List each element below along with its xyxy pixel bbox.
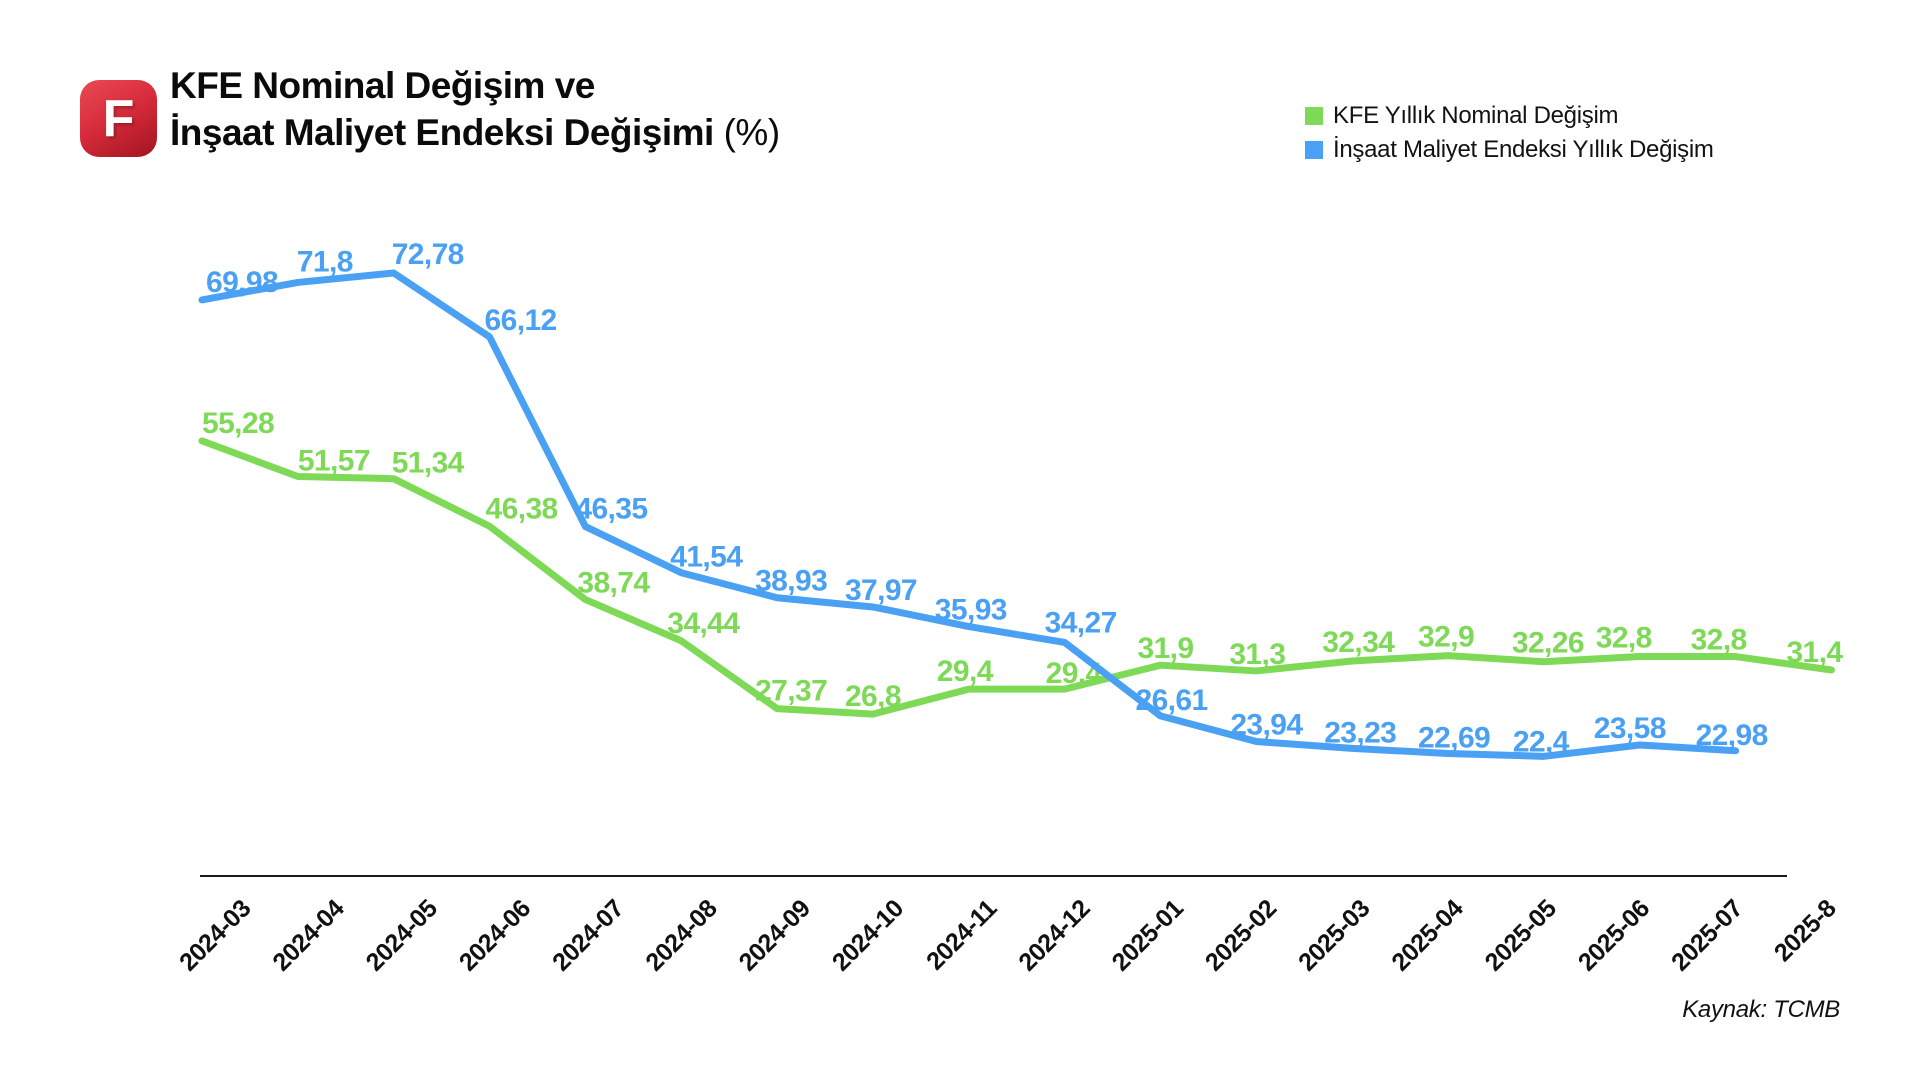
x-tick-label: 2024-05 bbox=[361, 894, 444, 977]
chart-title-unit: (%) bbox=[723, 112, 781, 153]
value-label: 32,8 bbox=[1596, 622, 1652, 655]
value-label: 55,28 bbox=[202, 407, 274, 440]
x-tick-label: 2025-03 bbox=[1293, 894, 1375, 976]
x-tick-label: 2025-05 bbox=[1480, 894, 1563, 977]
value-label: 71,8 bbox=[297, 245, 353, 278]
x-tick-label: 2025-8 bbox=[1769, 894, 1842, 967]
value-label: 37,97 bbox=[845, 574, 917, 607]
value-label: 31,4 bbox=[1786, 636, 1843, 669]
legend-label-kfe: KFE Yıllık Nominal Değişim bbox=[1333, 102, 1619, 129]
x-tick-label: 2024-03 bbox=[174, 894, 256, 976]
brand-logo-letter: F bbox=[102, 89, 135, 148]
x-tick-label: 2025-01 bbox=[1107, 894, 1190, 977]
x-tick-label: 2025-02 bbox=[1200, 894, 1282, 976]
x-tick-label: 2024-07 bbox=[547, 894, 629, 976]
value-label: 32,9 bbox=[1418, 621, 1474, 654]
value-label: 46,38 bbox=[486, 492, 558, 525]
value-label: 72,78 bbox=[392, 238, 464, 271]
legend-label-imke: İnşaat Maliyet Endeksi Yıllık Değişim bbox=[1333, 136, 1714, 163]
value-label: 22,69 bbox=[1418, 722, 1490, 755]
value-label: 51,57 bbox=[298, 444, 370, 477]
x-tick-label: 2024-09 bbox=[734, 894, 816, 976]
x-tick-label: 2024-08 bbox=[640, 894, 723, 977]
legend: KFE Yıllık Nominal Değişim İnşaat Maliye… bbox=[1305, 99, 1714, 167]
legend-item-kfe: KFE Yıllık Nominal Değişim bbox=[1305, 99, 1714, 133]
value-label: 69,98 bbox=[206, 266, 278, 299]
x-tick-label: 2024-12 bbox=[1013, 894, 1095, 976]
legend-swatch-blue bbox=[1305, 141, 1323, 159]
value-label: 38,93 bbox=[755, 565, 827, 598]
value-label: 23,94 bbox=[1230, 709, 1303, 742]
legend-swatch-green bbox=[1305, 107, 1323, 125]
imke-series-line bbox=[198, 269, 1740, 760]
value-label: 34,27 bbox=[1045, 606, 1117, 639]
brand-logo: F bbox=[80, 80, 157, 157]
value-label: 22,4 bbox=[1513, 725, 1570, 758]
value-label: 34,44 bbox=[667, 607, 740, 640]
value-label: 32,8 bbox=[1691, 624, 1747, 657]
value-label: 23,23 bbox=[1324, 716, 1396, 749]
value-label: 22,98 bbox=[1696, 719, 1768, 752]
value-label: 32,26 bbox=[1512, 627, 1584, 660]
x-tick-label: 2024-11 bbox=[921, 894, 1003, 976]
value-label: 32,34 bbox=[1322, 626, 1395, 659]
kfe-series-line bbox=[198, 437, 1835, 718]
value-label: 27,37 bbox=[755, 675, 827, 708]
value-label: 66,12 bbox=[485, 304, 557, 337]
x-tick-label: 2024-04 bbox=[267, 894, 350, 977]
x-tick-label: 2025-07 bbox=[1666, 894, 1748, 976]
x-tick-label: 2025-04 bbox=[1386, 894, 1469, 977]
x-tick-label: 2025-06 bbox=[1573, 894, 1655, 976]
chart-title-line1: KFE Nominal Değişim ve bbox=[170, 65, 595, 106]
legend-item-imke: İnşaat Maliyet Endeksi Yıllık Değişim bbox=[1305, 133, 1714, 167]
x-tick-label: 2024-10 bbox=[827, 894, 909, 976]
chart-title: KFE Nominal Değişim ve İnşaat Maliyet En… bbox=[170, 62, 780, 156]
chart-title-line2: İnşaat Maliyet Endeksi Değişimi bbox=[170, 112, 714, 153]
value-label: 23,58 bbox=[1594, 712, 1666, 745]
value-label: 41,54 bbox=[670, 541, 743, 574]
x-tick-label: 2024-06 bbox=[454, 894, 536, 976]
value-label: 38,74 bbox=[577, 567, 650, 600]
value-label: 35,93 bbox=[935, 594, 1007, 627]
value-label: 26,61 bbox=[1136, 684, 1208, 717]
value-label: 31,9 bbox=[1138, 632, 1194, 665]
value-label: 29,4 bbox=[937, 655, 994, 688]
value-label: 26,8 bbox=[845, 680, 901, 713]
source-note: Kaynak: TCMB bbox=[1682, 996, 1840, 1023]
value-label: 46,35 bbox=[575, 493, 647, 526]
value-label: 31,3 bbox=[1229, 638, 1285, 671]
value-label: 51,34 bbox=[392, 447, 465, 480]
